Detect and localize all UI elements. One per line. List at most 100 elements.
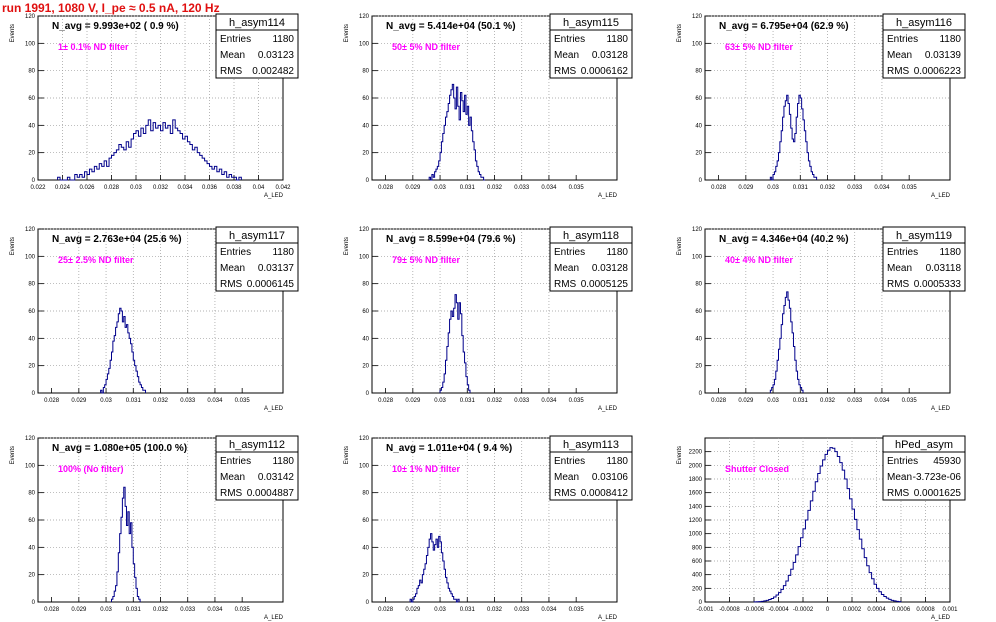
x-tick-label: 0.0006 — [892, 607, 911, 613]
histogram-line — [428, 83, 485, 181]
y-tick-label: 100 — [25, 254, 36, 260]
x-tick-label: 0.032 — [487, 398, 503, 404]
histogram-name: h_asym113 — [563, 439, 619, 451]
stat-value: 0.0008412 — [581, 488, 629, 499]
stat-value: 0.03142 — [258, 472, 295, 483]
stat-value: 1180 — [606, 34, 628, 45]
stats-box: h_asym119 Entries 1180 Mean 0.03118 RMS 0.0005… — [882, 226, 966, 292]
stats-box-frame — [215, 435, 299, 501]
y-tick-label: 100 — [25, 41, 36, 47]
stats-box-frame — [549, 13, 633, 79]
y-tick-label: 60 — [28, 309, 35, 315]
x-tick-label: 0.035 — [569, 398, 585, 404]
y-tick-label: 20 — [695, 151, 702, 157]
x-tick-label: 0.026 — [79, 185, 95, 191]
stats-box-frame — [882, 226, 966, 292]
filter-note: Shutter Closed — [725, 464, 789, 474]
stat-value: 0.0001625 — [914, 488, 962, 499]
histogram-panel-hPed_asym: -0.001 -0.0008 -0.0006 -0.0004 -0.0002 0 0.000… — [677, 435, 966, 621]
page-title: run 1991, 1080 V, I_pe ≈ 0.5 nA, 120 Hz — [2, 1, 220, 15]
x-tick-label: -0.0006 — [744, 607, 765, 613]
y-tick-label: 800 — [692, 545, 703, 551]
y-tick-label: 0 — [32, 178, 36, 184]
x-tick-label: 0.0002 — [843, 607, 862, 613]
stat-value: -3.723e-06 — [913, 472, 962, 483]
stat-label: RMS — [554, 66, 577, 77]
stats-box-frame — [882, 13, 966, 79]
stat-label: Mean — [554, 263, 579, 274]
y-tick-label: 0 — [366, 178, 370, 184]
y-tick-label: 120 — [359, 436, 370, 442]
y-tick-label: 40 — [28, 545, 35, 551]
stat-value: 0.03123 — [258, 50, 295, 61]
stat-value: 0.0006145 — [247, 279, 295, 290]
x-tick-label: 0.031 — [126, 398, 142, 404]
histogram-line — [769, 291, 804, 393]
stat-label: RMS — [887, 66, 910, 77]
y-axis-label: Events — [677, 24, 683, 42]
x-tick-label: 0.038 — [226, 185, 242, 191]
x-tick-label: 0.028 — [711, 185, 727, 191]
y-tick-label: 40 — [695, 123, 702, 129]
stat-value: 1180 — [939, 247, 961, 258]
x-tick-label: 0.034 — [541, 185, 557, 191]
y-tick-label: 20 — [28, 151, 35, 157]
stat-label: Mean — [554, 50, 579, 61]
y-tick-label: 20 — [28, 573, 35, 579]
y-tick-label: 80 — [28, 69, 35, 75]
x-tick-label: 0.03 — [130, 185, 142, 191]
x-tick-label: 0.028 — [44, 607, 60, 613]
stats-box: h_asym116 Entries 1180 Mean 0.03139 RMS 0.0006… — [882, 13, 966, 79]
y-tick-label: 80 — [362, 69, 369, 75]
x-tick-label: 0.032 — [153, 607, 169, 613]
x-tick-label: -0.0004 — [768, 607, 789, 613]
stat-value: 0.0006223 — [914, 66, 962, 77]
x-tick-label: 0.034 — [207, 607, 223, 613]
stat-label: RMS — [887, 488, 910, 499]
x-tick-label: 0.028 — [44, 398, 60, 404]
x-tick-label: 0.03 — [434, 607, 446, 613]
x-tick-label: 0.03 — [434, 398, 446, 404]
stat-value: 0.0005333 — [914, 279, 962, 290]
stat-value: 1180 — [272, 247, 294, 258]
stat-label: RMS — [887, 279, 910, 290]
x-axis-label: A_LED — [264, 406, 284, 412]
histogram-panel-h_asym112: 0.028 0.029 0.03 0.031 0.032 0.033 0.034 0.035 0… — [10, 435, 299, 621]
x-tick-label: 0.035 — [902, 185, 918, 191]
stat-value: 1180 — [272, 34, 294, 45]
x-axis-label: A_LED — [598, 193, 618, 199]
stat-value: 1180 — [272, 456, 294, 467]
x-axis-label: A_LED — [931, 615, 951, 621]
histogram-name: h_asym112 — [229, 439, 285, 451]
x-tick-label: 0.031 — [460, 185, 476, 191]
y-tick-label: 60 — [695, 309, 702, 315]
x-tick-label: 0.034 — [874, 398, 890, 404]
y-tick-label: 120 — [692, 14, 703, 20]
stat-value: 0.0006162 — [581, 66, 629, 77]
histogram-line — [769, 94, 818, 181]
y-tick-label: 0 — [699, 178, 703, 184]
stat-label: Entries — [887, 247, 918, 258]
x-tick-label: 0.029 — [405, 185, 421, 191]
filter-note: 100% (No filter) — [58, 464, 124, 474]
histogram-line — [439, 294, 471, 393]
stat-value: 1180 — [606, 247, 628, 258]
y-tick-label: 60 — [362, 518, 369, 524]
y-tick-label: 120 — [25, 436, 36, 442]
x-tick-label: 0.022 — [30, 185, 46, 191]
y-axis-label: Events — [344, 237, 350, 255]
y-tick-label: 2200 — [689, 450, 703, 456]
stat-label: Entries — [554, 34, 585, 45]
histogram-name: h_asym117 — [229, 230, 285, 242]
x-tick-label: -0.001 — [696, 607, 714, 613]
x-tick-label: 0.029 — [71, 607, 87, 613]
y-tick-label: 40 — [362, 123, 369, 129]
stats-box: h_asym118 Entries 1180 Mean 0.03128 RMS 0.0005… — [549, 226, 633, 292]
y-tick-label: 20 — [695, 364, 702, 370]
y-tick-label: 80 — [695, 282, 702, 288]
y-tick-label: 60 — [28, 518, 35, 524]
x-tick-label: 0.033 — [847, 185, 863, 191]
stat-label: RMS — [220, 488, 243, 499]
stat-label: RMS — [220, 66, 243, 77]
x-tick-label: 0.031 — [460, 607, 476, 613]
